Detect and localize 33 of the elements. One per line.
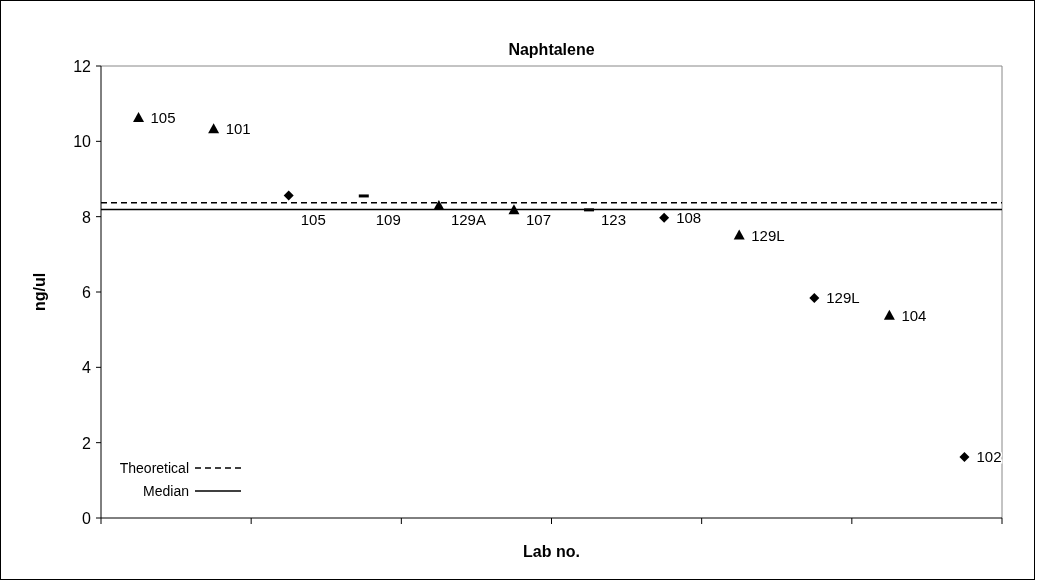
legend-label: Median — [143, 483, 189, 499]
point — [809, 293, 820, 304]
annotation: 105 — [300, 210, 326, 228]
annotation: 104 — [901, 306, 927, 324]
annotation: 107 — [525, 210, 551, 228]
point — [508, 204, 520, 215]
y-tick-label: 4 — [82, 359, 92, 377]
annotation: 129L — [751, 226, 785, 244]
y-tick-label: 8 — [82, 208, 92, 226]
y-tick-label: 10 — [73, 133, 92, 151]
annotation: 101 — [225, 120, 251, 138]
annotation: 102 — [976, 447, 1002, 465]
annotation: 105 — [150, 108, 176, 126]
y-tick-label: 6 — [82, 284, 92, 301]
point — [959, 451, 970, 462]
point — [208, 123, 220, 134]
legend-label: Theoretical — [119, 460, 189, 476]
annotation: 108 — [676, 208, 702, 226]
annotation: 129L — [826, 289, 860, 307]
x-axis-title: Lab no. — [523, 543, 580, 560]
point — [133, 111, 145, 122]
y-tick-label: 0 — [82, 510, 92, 527]
point — [283, 190, 294, 201]
chart-title: Naphtalene — [508, 41, 595, 58]
annotation: 123 — [601, 210, 627, 228]
y-tick-label: 12 — [73, 58, 92, 75]
annotation: 109 — [375, 210, 401, 228]
point — [659, 212, 670, 223]
y-axis-title: ng/ul — [31, 272, 48, 312]
point — [883, 309, 895, 320]
y-tick-label: 2 — [82, 434, 92, 452]
annotation: 129A — [450, 210, 486, 228]
point — [733, 229, 745, 240]
